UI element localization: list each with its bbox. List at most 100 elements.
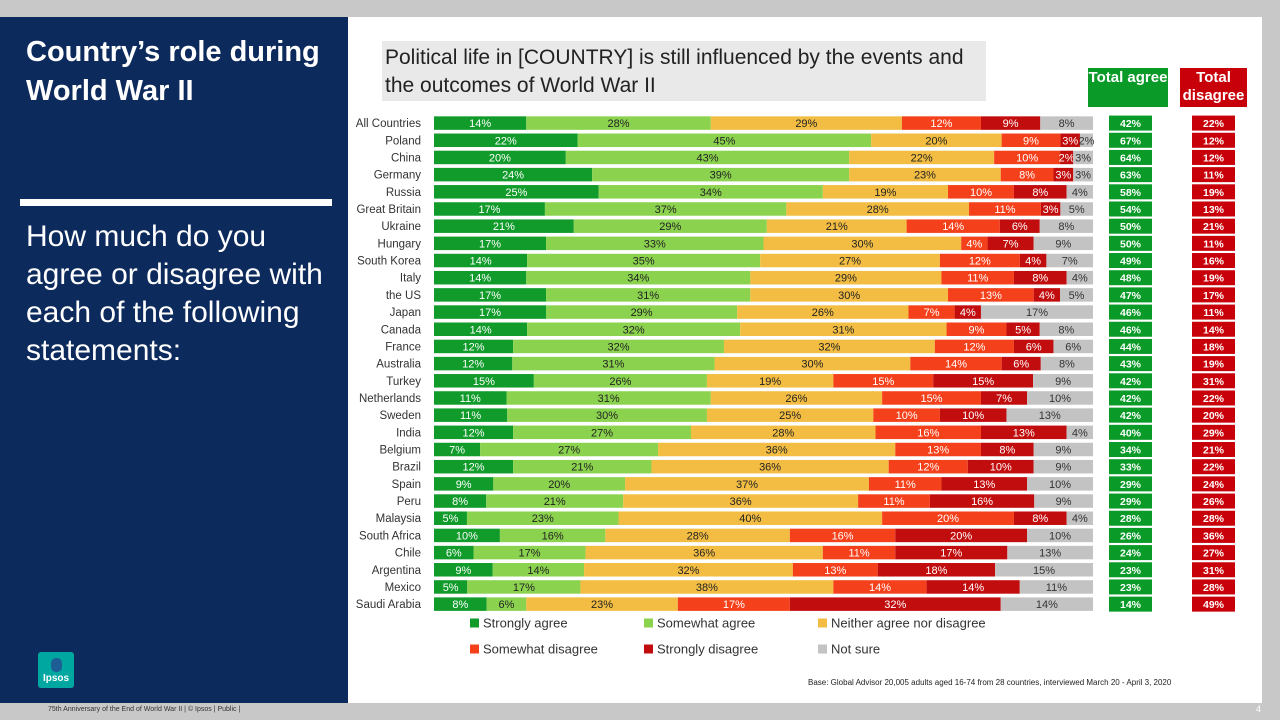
bar-segment-neither [691, 425, 876, 440]
total-agree-value: 43% [1120, 359, 1142, 371]
bar-segment-somewhat_disagree [948, 185, 1014, 199]
country-label: South Africa [359, 530, 422, 542]
page-footer: 75th Anniversary of the End of World War… [48, 706, 241, 713]
total-disagree-value: 11% [1203, 170, 1224, 182]
total-disagree-value: 19% [1203, 273, 1225, 285]
data-label: 43% [696, 152, 718, 164]
data-label: 17% [513, 582, 535, 594]
data-label: 11% [460, 393, 481, 405]
data-label: 29% [835, 273, 857, 285]
data-label: 27% [839, 256, 861, 268]
data-label: 10% [1016, 152, 1038, 164]
total-disagree-value: 20% [1203, 410, 1225, 422]
country-label: Malaysia [376, 513, 422, 525]
data-label: 19% [759, 376, 781, 388]
bar-segment-somewhat_disagree [910, 356, 1002, 371]
total-disagree-value: 28% [1203, 513, 1225, 525]
country-label: Chile [395, 548, 421, 560]
data-label: 32% [623, 324, 645, 336]
bar-segment-not_sure [1006, 408, 1093, 422]
data-label: 20% [548, 479, 570, 491]
bar-segment-neither [766, 219, 907, 233]
bar-segment-somewhat_agree [513, 339, 724, 354]
data-label: 9% [1056, 496, 1072, 508]
data-label: 4% [1072, 513, 1088, 525]
data-label: 28% [867, 204, 889, 216]
total-disagree-value: 18% [1203, 341, 1225, 353]
bar-segment-strongly_agree [434, 133, 578, 148]
bar-segment-somewhat_disagree [888, 459, 968, 474]
total-agree-value: 26% [1120, 530, 1142, 542]
bar-segment-strongly_disagree [1013, 270, 1067, 285]
data-label: 32% [818, 341, 840, 353]
country-label: Australia [376, 359, 421, 371]
country-label: Canada [381, 324, 422, 336]
total-disagree-header: Total disagree [1180, 68, 1247, 107]
data-label: 17% [940, 548, 962, 560]
total-agree-value: 24% [1120, 548, 1142, 560]
total-agree-value: 44% [1120, 341, 1142, 353]
bar-segment-neither [526, 597, 678, 611]
total-disagree-value: 28% [1203, 582, 1225, 594]
bar-segment-neither [763, 236, 962, 251]
data-label: 32% [884, 599, 906, 611]
bar-segment-not_sure [1073, 167, 1093, 182]
data-label: 10% [990, 462, 1012, 474]
data-label: 16% [971, 496, 993, 508]
bar-segment-not_sure [1007, 545, 1093, 560]
bar-segment-not_sure [1066, 425, 1093, 440]
data-label: 12% [463, 341, 485, 353]
ipsos-logo: Ipsos [38, 652, 74, 688]
total-disagree-box [1192, 167, 1235, 183]
data-label: 12% [463, 427, 485, 439]
bar-segment-somewhat_agree [598, 185, 823, 199]
total-agree-box [1109, 132, 1152, 148]
bar-segment-not_sure [1079, 133, 1093, 148]
data-label: 3% [1062, 135, 1078, 147]
total-agree-box [1109, 270, 1152, 286]
data-label: 3% [1055, 170, 1071, 182]
data-label: 14% [470, 324, 492, 336]
legend-label: Strongly disagree [657, 642, 758, 657]
bar-segment-strongly_disagree [1013, 185, 1067, 199]
data-label: 4% [1072, 273, 1088, 285]
data-label: 36% [766, 445, 788, 457]
total-disagree-box [1192, 596, 1235, 612]
bar-segment-strongly_disagree [895, 528, 1028, 543]
data-label: 4% [966, 238, 982, 250]
bar-segment-strongly_agree [434, 116, 527, 130]
total-disagree-box [1192, 218, 1235, 234]
total-disagree-box [1192, 545, 1235, 561]
data-label: 39% [710, 170, 732, 182]
country-label: Argentina [372, 565, 422, 577]
total-disagree-box [1192, 149, 1235, 165]
data-label: 13% [980, 290, 1002, 302]
data-label: 28% [772, 427, 794, 439]
total-agree-box [1109, 235, 1152, 251]
data-label: 4% [1039, 290, 1055, 302]
bar-segment-not_sure [1060, 202, 1093, 216]
country-label: Mexico [385, 582, 421, 594]
bar-segment-strongly_agree [434, 563, 493, 577]
total-disagree-box [1192, 356, 1235, 372]
total-disagree-box [1192, 270, 1235, 286]
bar-segment-strongly_disagree [980, 391, 1028, 405]
total-agree-value: 42% [1120, 118, 1142, 130]
total-agree-box [1109, 356, 1152, 372]
total-agree-value: 46% [1120, 307, 1142, 319]
data-label: 8% [1032, 513, 1048, 525]
bar-segment-somewhat_agree [533, 374, 707, 388]
bar-segment-not_sure [1060, 288, 1093, 302]
bar-segment-somewhat_agree [492, 563, 585, 577]
total-disagree-value: 12% [1203, 135, 1225, 147]
total-disagree-value: 14% [1203, 324, 1225, 336]
data-label: 12% [969, 256, 991, 268]
total-disagree-box [1192, 579, 1235, 595]
data-label: 15% [473, 376, 495, 388]
data-label: 12% [462, 359, 484, 371]
data-label: 13% [1013, 427, 1035, 439]
total-agree-box [1109, 527, 1152, 543]
bar-segment-strongly_agree [434, 528, 500, 543]
bar-segment-somewhat_agree [513, 425, 692, 440]
bar-segment-strongly_disagree [1053, 167, 1074, 182]
